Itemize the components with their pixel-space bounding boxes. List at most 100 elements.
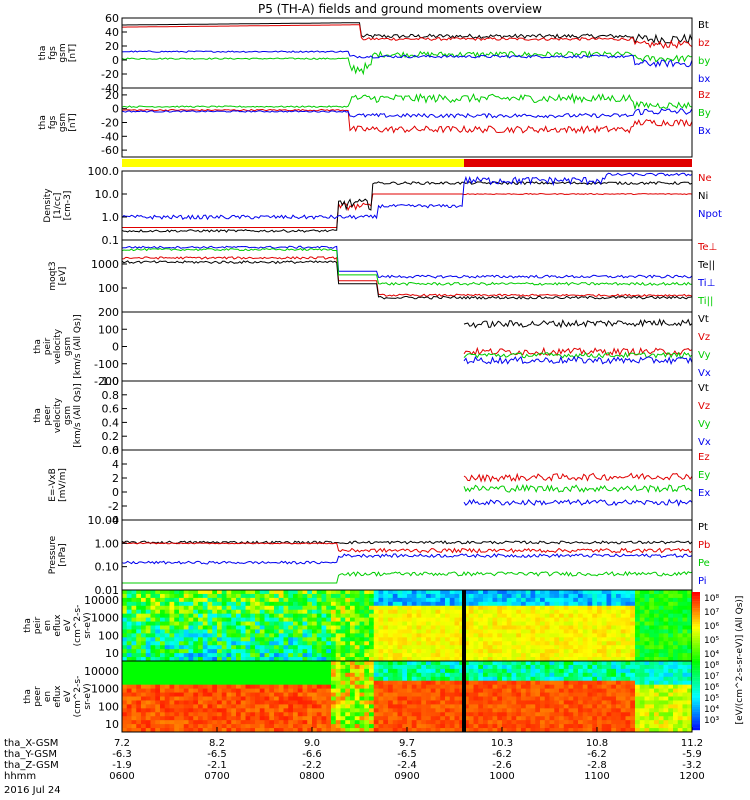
heatmap-cell — [198, 590, 204, 595]
heatmap-cell — [630, 645, 636, 650]
heatmap-cell — [468, 641, 474, 646]
heatmap-cell — [540, 657, 546, 662]
heatmap-cell — [449, 688, 455, 694]
heatmap-cell — [611, 617, 617, 623]
heatmap-cell — [122, 720, 128, 725]
heatmap-cell — [459, 621, 465, 626]
panel-ylabel: moqt3[eV] — [48, 261, 68, 290]
heatmap-cell — [274, 653, 280, 658]
heatmap-cell — [378, 688, 384, 694]
heatmap-cell — [677, 700, 683, 705]
heatmap-cell — [649, 692, 655, 697]
heatmap-cell — [497, 641, 503, 646]
heatmap-cell — [269, 657, 275, 662]
heatmap-cell — [554, 633, 560, 638]
heatmap-cell — [487, 645, 493, 650]
heatmap-cell — [217, 633, 223, 638]
heatmap-cell — [183, 661, 189, 666]
heatmap-cell — [492, 597, 498, 603]
heatmap-cell — [435, 688, 441, 694]
heatmap-cell — [179, 613, 185, 619]
heatmap-cell — [179, 653, 185, 658]
heatmap-cell — [658, 696, 664, 701]
heatmap-cell — [497, 700, 503, 705]
heatmap-cell — [525, 700, 531, 705]
heatmap-cell — [525, 609, 531, 615]
heatmap-cell — [354, 645, 360, 650]
heatmap-cell — [663, 649, 669, 654]
heatmap-cell — [668, 720, 674, 725]
heatmap-cell — [492, 605, 498, 611]
heatmap-cell — [611, 613, 617, 619]
heatmap-cell — [568, 625, 574, 630]
heatmap-cell — [264, 593, 270, 599]
heatmap-cell — [388, 593, 394, 599]
heatmap-cell — [530, 605, 536, 611]
heatmap-cell — [649, 657, 655, 662]
heatmap-cell — [411, 637, 417, 642]
heatmap-cell — [245, 688, 251, 694]
heatmap-cell — [578, 664, 584, 670]
colorbar-step — [692, 693, 700, 696]
heatmap-cell — [644, 716, 650, 721]
heatmap-cell — [226, 601, 232, 607]
heatmap-cell — [302, 688, 308, 694]
heatmap-cell — [464, 593, 470, 599]
heatmap-cell — [183, 676, 189, 682]
heatmap-cell — [563, 724, 569, 729]
heatmap-cell — [407, 676, 413, 682]
heatmap-cell — [326, 716, 332, 721]
heatmap-cell — [559, 653, 565, 658]
heatmap-cell — [350, 716, 356, 721]
heatmap-cell — [535, 724, 541, 729]
heatmap-cell — [516, 661, 522, 666]
heatmap-cell — [468, 668, 474, 674]
heatmap-cell — [440, 712, 446, 717]
heatmap-cell — [264, 633, 270, 638]
heatmap-cell — [468, 688, 474, 694]
heatmap-cell — [559, 680, 565, 686]
heatmap-cell — [535, 609, 541, 615]
heatmap-cell — [459, 601, 465, 607]
heatmap-cell — [240, 645, 246, 650]
heatmap-cell — [145, 629, 151, 634]
heatmap-cell — [487, 637, 493, 642]
heatmap-cell — [392, 629, 398, 634]
heatmap-cell — [164, 649, 170, 654]
heatmap-cell — [502, 720, 508, 725]
heatmap-cell — [188, 593, 194, 599]
heatmap-cell — [644, 609, 650, 615]
heatmap-cell — [506, 629, 512, 634]
heatmap-cell — [635, 617, 641, 623]
heatmap-cell — [644, 661, 650, 666]
heatmap-cell — [335, 649, 341, 654]
heatmap-cell — [202, 668, 208, 674]
heatmap-cell — [231, 728, 237, 733]
heatmap-cell — [649, 661, 655, 666]
heatmap-cell — [131, 601, 137, 607]
heatmap-cell — [141, 641, 147, 646]
heatmap-cell — [312, 629, 318, 634]
heatmap-cell — [506, 593, 512, 599]
heatmap-cell — [592, 641, 598, 646]
heatmap-cell — [587, 625, 593, 630]
heatmap-cell — [411, 680, 417, 686]
heatmap-cell — [468, 605, 474, 611]
heatmap-cell — [378, 593, 384, 599]
heatmap-cell — [620, 597, 626, 603]
heatmap-cell — [630, 728, 636, 733]
heatmap-cell — [326, 668, 332, 674]
heatmap-cell — [302, 629, 308, 634]
heatmap-cell — [212, 672, 218, 678]
heatmap-cell — [126, 609, 132, 615]
heatmap-cell — [473, 668, 479, 674]
heatmap-cell — [673, 625, 679, 630]
heatmap-cell — [625, 601, 631, 607]
heatmap-cell — [150, 590, 156, 595]
heatmap-cell — [687, 657, 693, 662]
heatmap-cell — [530, 672, 536, 678]
heatmap-cell — [269, 629, 275, 634]
heatmap-cell — [426, 708, 432, 713]
heatmap-cell — [597, 613, 603, 619]
heatmap-cell — [459, 653, 465, 658]
